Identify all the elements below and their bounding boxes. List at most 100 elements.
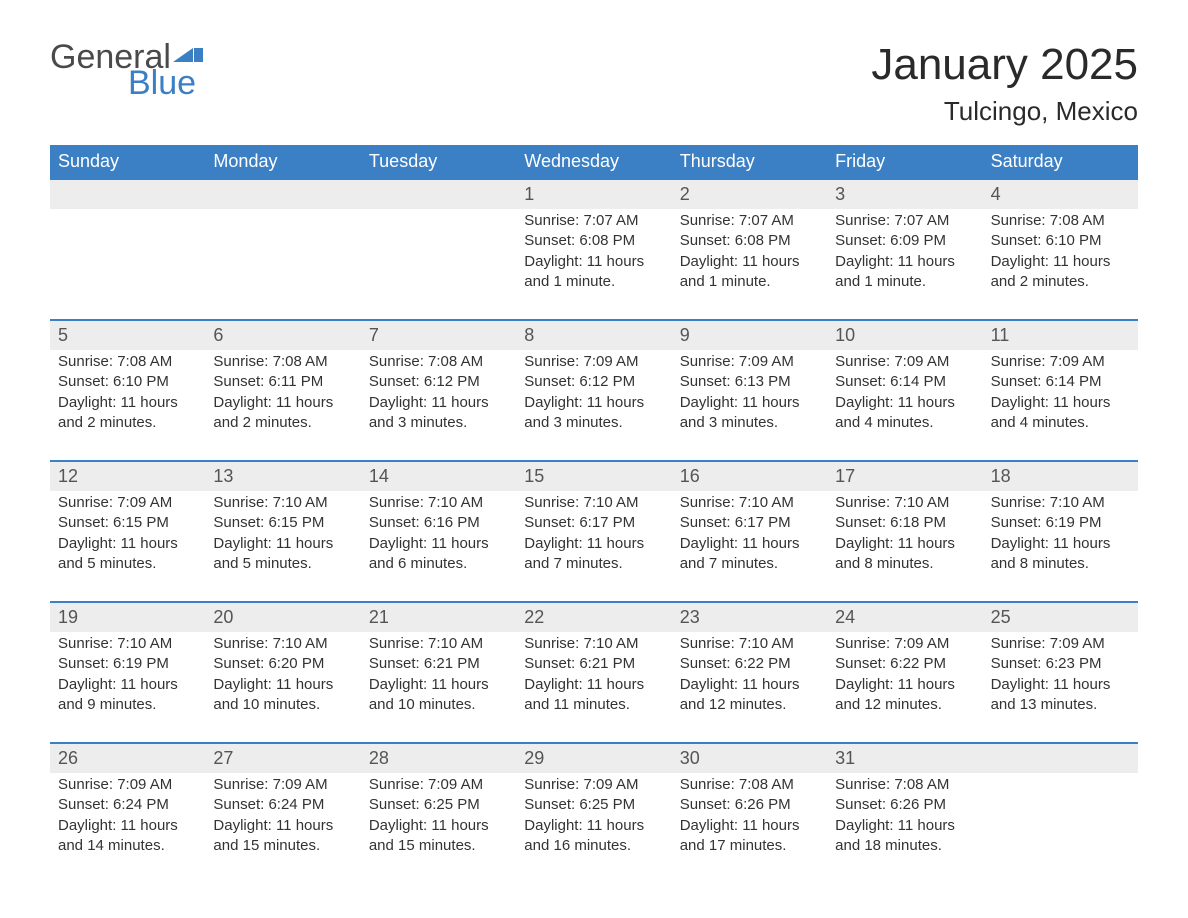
daylight-line: Daylight: 11 hours and 16 minutes.	[524, 816, 663, 857]
dow-cell: Saturday	[983, 145, 1138, 178]
sunset-line: Sunset: 6:24 PM	[58, 795, 197, 815]
sunset-line: Sunset: 6:22 PM	[835, 654, 974, 674]
day-number: 16	[672, 462, 827, 491]
daylight-line: Daylight: 11 hours and 7 minutes.	[524, 534, 663, 575]
sunrise-line: Sunrise: 7:09 AM	[58, 493, 197, 513]
sunset-line: Sunset: 6:25 PM	[369, 795, 508, 815]
sunset-line: Sunset: 6:21 PM	[524, 654, 663, 674]
daybody-strip: Sunrise: 7:09 AM Sunset: 6:24 PM Daylight:…	[50, 773, 1138, 883]
sunset-line: Sunset: 6:15 PM	[58, 513, 197, 533]
dow-cell: Sunday	[50, 145, 205, 178]
dow-cell: Monday	[205, 145, 360, 178]
sunset-line: Sunset: 6:11 PM	[213, 372, 352, 392]
brand-logo: General Blue	[50, 40, 203, 100]
day-number: 27	[205, 744, 360, 773]
day-number	[205, 180, 360, 209]
day-cell: Sunrise: 7:08 AMSunset: 6:26 PMDaylight:…	[672, 773, 827, 883]
sunrise-line: Sunrise: 7:09 AM	[991, 634, 1130, 654]
dow-cell: Wednesday	[516, 145, 671, 178]
daylight-line: Daylight: 11 hours and 3 minutes.	[369, 393, 508, 434]
sunset-line: Sunset: 6:19 PM	[58, 654, 197, 674]
day-number: 7	[361, 321, 516, 350]
daylight-line: Daylight: 11 hours and 1 minute.	[680, 252, 819, 293]
sunset-line: Sunset: 6:12 PM	[369, 372, 508, 392]
day-number: 24	[827, 603, 982, 632]
daylight-line: Daylight: 11 hours and 8 minutes.	[991, 534, 1130, 575]
day-number	[50, 180, 205, 209]
calendar-grid: SundayMondayTuesdayWednesdayThursdayFrid…	[50, 145, 1138, 883]
dow-cell: Thursday	[672, 145, 827, 178]
day-cell: Sunrise: 7:10 AMSunset: 6:17 PMDaylight:…	[516, 491, 671, 601]
brand-word-2: Blue	[128, 66, 203, 100]
day-cell	[50, 209, 205, 319]
day-number: 11	[983, 321, 1138, 350]
sunrise-line: Sunrise: 7:09 AM	[524, 775, 663, 795]
day-cell	[361, 209, 516, 319]
month-title: January 2025	[871, 40, 1138, 90]
day-cell: Sunrise: 7:09 AMSunset: 6:13 PMDaylight:…	[672, 350, 827, 460]
day-cell	[205, 209, 360, 319]
day-number: 25	[983, 603, 1138, 632]
day-cell: Sunrise: 7:09 AMSunset: 6:23 PMDaylight:…	[983, 632, 1138, 742]
day-number: 12	[50, 462, 205, 491]
week-row: 12131415161718Sunrise: 7:09 AMSunset: 6:…	[50, 460, 1138, 601]
day-cell	[983, 773, 1138, 883]
day-number: 15	[516, 462, 671, 491]
day-number: 20	[205, 603, 360, 632]
sunset-line: Sunset: 6:26 PM	[835, 795, 974, 815]
sunset-line: Sunset: 6:08 PM	[524, 231, 663, 251]
day-cell: Sunrise: 7:09 AMSunset: 6:24 PMDaylight:…	[205, 773, 360, 883]
daylight-line: Daylight: 11 hours and 1 minute.	[524, 252, 663, 293]
daylight-line: Daylight: 11 hours and 12 minutes.	[835, 675, 974, 716]
day-number	[983, 744, 1138, 773]
week-row: 262728293031Sunrise: 7:09 AM Sunset: 6:24…	[50, 742, 1138, 883]
sunset-line: Sunset: 6:15 PM	[213, 513, 352, 533]
day-cell: Sunrise: 7:07 AMSunset: 6:08 PMDaylight:…	[672, 209, 827, 319]
sunrise-line: Sunrise: 7:08 AM	[835, 775, 974, 795]
sunset-line: Sunset: 6:14 PM	[835, 372, 974, 392]
sunrise-line: Sunrise: 7:07 AM	[524, 211, 663, 231]
daylight-line: Daylight: 11 hours and 15 minutes.	[369, 816, 508, 857]
sunrise-line: Sunrise: 7:09 AM	[524, 352, 663, 372]
day-number: 19	[50, 603, 205, 632]
day-cell: Sunrise: 7:09 AMSunset: 6:24 PMDaylight:…	[50, 773, 205, 883]
day-number: 1	[516, 180, 671, 209]
sunset-line: Sunset: 6:13 PM	[680, 372, 819, 392]
day-number: 30	[672, 744, 827, 773]
daynum-strip: 262728293031	[50, 744, 1138, 773]
sunrise-line: Sunrise: 7:10 AM	[213, 634, 352, 654]
daybody-strip: Sunrise: 7:10 AM Sunset: 6:19 PM Daylight:…	[50, 632, 1138, 742]
day-cell: Sunrise: 7:09 AMSunset: 6:14 PMDaylight:…	[983, 350, 1138, 460]
sunrise-line: Sunrise: 7:08 AM	[369, 352, 508, 372]
sunrise-line: Sunrise: 7:08 AM	[213, 352, 352, 372]
daybody-strip: Sunrise: 7:08 AMSunset: 6:10 PMDaylight:…	[50, 350, 1138, 460]
day-cell: Sunrise: 7:08 AMSunset: 6:10 PMDaylight:…	[983, 209, 1138, 319]
day-number	[361, 180, 516, 209]
sunset-line: Sunset: 6:10 PM	[58, 372, 197, 392]
sunrise-line: Sunrise: 7:08 AM	[991, 211, 1130, 231]
daylight-line: Daylight: 11 hours and 5 minutes.	[58, 534, 197, 575]
sunset-line: Sunset: 6:17 PM	[524, 513, 663, 533]
day-cell: Sunrise: 7:07 AMSunset: 6:08 PMDaylight:…	[516, 209, 671, 319]
title-block: January 2025 Tulcingo, Mexico	[871, 40, 1138, 127]
day-cell: Sunrise: 7:08 AMSunset: 6:12 PMDaylight:…	[361, 350, 516, 460]
day-number: 23	[672, 603, 827, 632]
dow-cell: Friday	[827, 145, 982, 178]
daynum-strip: 12131415161718	[50, 462, 1138, 491]
sunrise-line: Sunrise: 7:10 AM	[680, 493, 819, 513]
daynum-strip: 1234	[50, 180, 1138, 209]
day-number: 13	[205, 462, 360, 491]
day-cell: Sunrise: 7:08 AMSunset: 6:26 PMDaylight:…	[827, 773, 982, 883]
day-number: 28	[361, 744, 516, 773]
day-cell: Sunrise: 7:10 AMSunset: 6:22 PMDaylight:…	[672, 632, 827, 742]
daylight-line: Daylight: 11 hours and 4 minutes.	[835, 393, 974, 434]
daylight-line: Daylight: 11 hours and 17 minutes.	[680, 816, 819, 857]
day-number: 6	[205, 321, 360, 350]
sunset-line: Sunset: 6:20 PM	[213, 654, 352, 674]
daylight-line: Daylight: 11 hours and 2 minutes.	[58, 393, 197, 434]
day-number: 2	[672, 180, 827, 209]
week-row: 567891011Sunrise: 7:08 AMSunset: 6:10 PM…	[50, 319, 1138, 460]
sunset-line: Sunset: 6:17 PM	[680, 513, 819, 533]
sunset-line: Sunset: 6:25 PM	[524, 795, 663, 815]
day-cell: Sunrise: 7:09 AMSunset: 6:25 PMDaylight:…	[516, 773, 671, 883]
